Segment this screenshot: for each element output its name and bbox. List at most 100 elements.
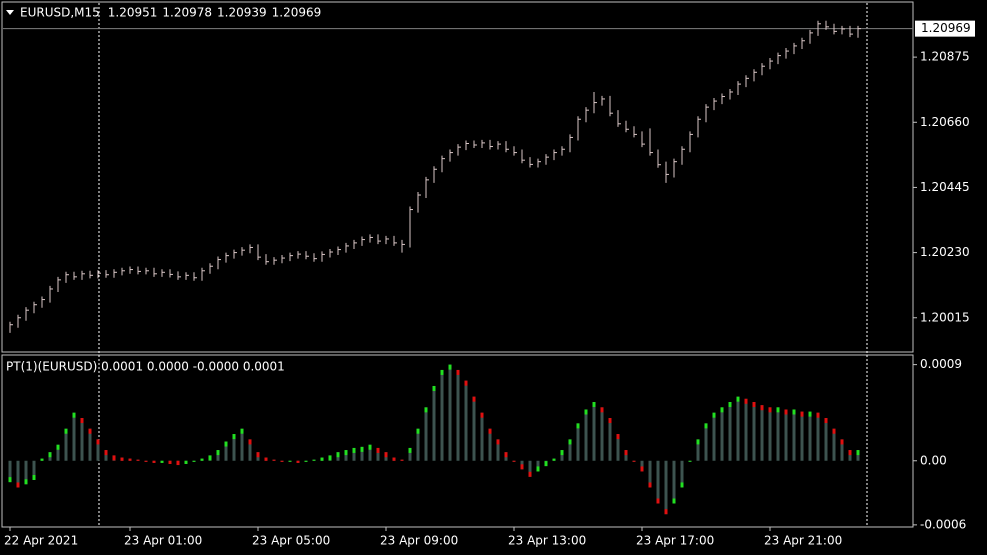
histogram-tip — [648, 482, 652, 488]
histogram-tip — [144, 460, 148, 462]
histogram-bar — [840, 439, 844, 461]
histogram-tip — [496, 439, 500, 445]
histogram-bar — [24, 460, 28, 485]
histogram-tip — [816, 412, 820, 418]
histogram-bar — [640, 460, 644, 472]
histogram-bar — [536, 460, 540, 472]
histogram-tip — [384, 452, 388, 458]
histogram-tip — [24, 479, 28, 485]
histogram-tip — [32, 474, 36, 480]
histogram-bar — [624, 450, 628, 461]
histogram-bar — [744, 398, 748, 461]
histogram-tip — [296, 460, 300, 463]
histogram-tip — [488, 428, 492, 434]
histogram-bar — [568, 439, 572, 461]
histogram-bar — [768, 407, 772, 461]
histogram-bar — [32, 460, 36, 480]
histogram-tip — [312, 459, 316, 461]
histogram-bar — [440, 369, 444, 461]
histogram-bar — [600, 407, 604, 461]
histogram-tip — [840, 439, 844, 445]
x-tick-label: 23 Apr 13:00 — [508, 534, 586, 548]
histogram-bar — [576, 423, 580, 461]
histogram-bar — [760, 405, 764, 461]
ohlc-value: 1.20951 — [108, 6, 158, 20]
histogram-tip — [304, 460, 308, 462]
histogram-bar — [344, 450, 348, 461]
y-tick-label: 1.20875 — [920, 50, 970, 64]
histogram-tip — [752, 402, 756, 408]
histogram-bar — [448, 364, 452, 461]
histogram-bar — [368, 444, 372, 461]
histogram-tip — [528, 471, 532, 477]
histogram-bar — [800, 411, 804, 461]
histogram-tip — [200, 458, 204, 461]
histogram-bar — [824, 418, 828, 461]
histogram-tip — [512, 460, 516, 462]
histogram-bar — [736, 396, 740, 461]
histogram-bar — [856, 450, 860, 461]
histogram-tip — [520, 464, 524, 470]
histogram-tip — [216, 450, 220, 456]
histogram-tip — [624, 450, 628, 456]
histogram-tip — [88, 428, 92, 434]
histogram-tip — [480, 412, 484, 418]
histogram-bar — [432, 385, 436, 461]
x-tick-label: 23 Apr 21:00 — [764, 534, 842, 548]
histogram-bar — [560, 450, 564, 461]
histogram-tip — [544, 461, 548, 467]
y-tick-label: -0.0006 — [920, 517, 966, 531]
histogram-bar — [496, 439, 500, 461]
chart-title: EURUSD,M15 — [20, 6, 100, 20]
histogram-bar — [664, 460, 668, 515]
histogram-bar — [80, 418, 84, 461]
histogram-tip — [368, 444, 372, 450]
x-tick-label: 23 Apr 09:00 — [380, 534, 458, 548]
histogram-tip — [736, 396, 740, 402]
histogram-tip — [264, 457, 268, 461]
histogram-bar — [472, 396, 476, 461]
histogram-tip — [552, 458, 556, 461]
main-panel-frame — [1, 1, 914, 353]
histogram-bar — [592, 402, 596, 461]
x-tick-label: 23 Apr 01:00 — [124, 534, 202, 548]
histogram-tip — [136, 459, 140, 461]
histogram-tip — [832, 428, 836, 434]
histogram-bar — [816, 412, 820, 461]
histogram-tip — [712, 412, 716, 418]
histogram-tip — [776, 407, 780, 413]
histogram-tip — [656, 498, 660, 504]
histogram-bar — [424, 407, 428, 461]
histogram-tip — [376, 447, 380, 453]
histogram-tip — [792, 409, 796, 415]
histogram-bar — [712, 412, 716, 461]
histogram-tip — [568, 439, 572, 445]
histogram-bar — [8, 460, 12, 483]
histogram-tip — [176, 460, 180, 466]
histogram-tip — [104, 450, 108, 456]
histogram-tip — [600, 407, 604, 413]
ohlc-value: 1.20969 — [272, 6, 322, 20]
histogram-bar — [528, 460, 532, 477]
histogram-tip — [160, 460, 164, 463]
histogram-tip — [664, 509, 668, 515]
histogram-bar — [648, 460, 652, 488]
histogram-bar — [584, 409, 588, 461]
histogram-tip — [64, 428, 68, 434]
histogram-tip — [768, 407, 772, 413]
last-price-label: 1.20969 — [921, 21, 971, 35]
x-tick-label: 23 Apr 05:00 — [252, 534, 330, 548]
histogram-bar — [96, 439, 100, 461]
histogram-tip — [696, 439, 700, 445]
histogram-tip — [440, 369, 444, 375]
histogram-bar — [832, 428, 836, 461]
last-price-box — [915, 20, 975, 37]
dropdown-icon[interactable] — [6, 10, 14, 15]
histogram-bar — [776, 407, 780, 461]
histogram-bar — [728, 402, 732, 461]
histogram-bar — [224, 441, 228, 461]
histogram-tip — [560, 450, 564, 456]
histogram-bar — [376, 447, 380, 461]
histogram-tip — [848, 450, 852, 456]
